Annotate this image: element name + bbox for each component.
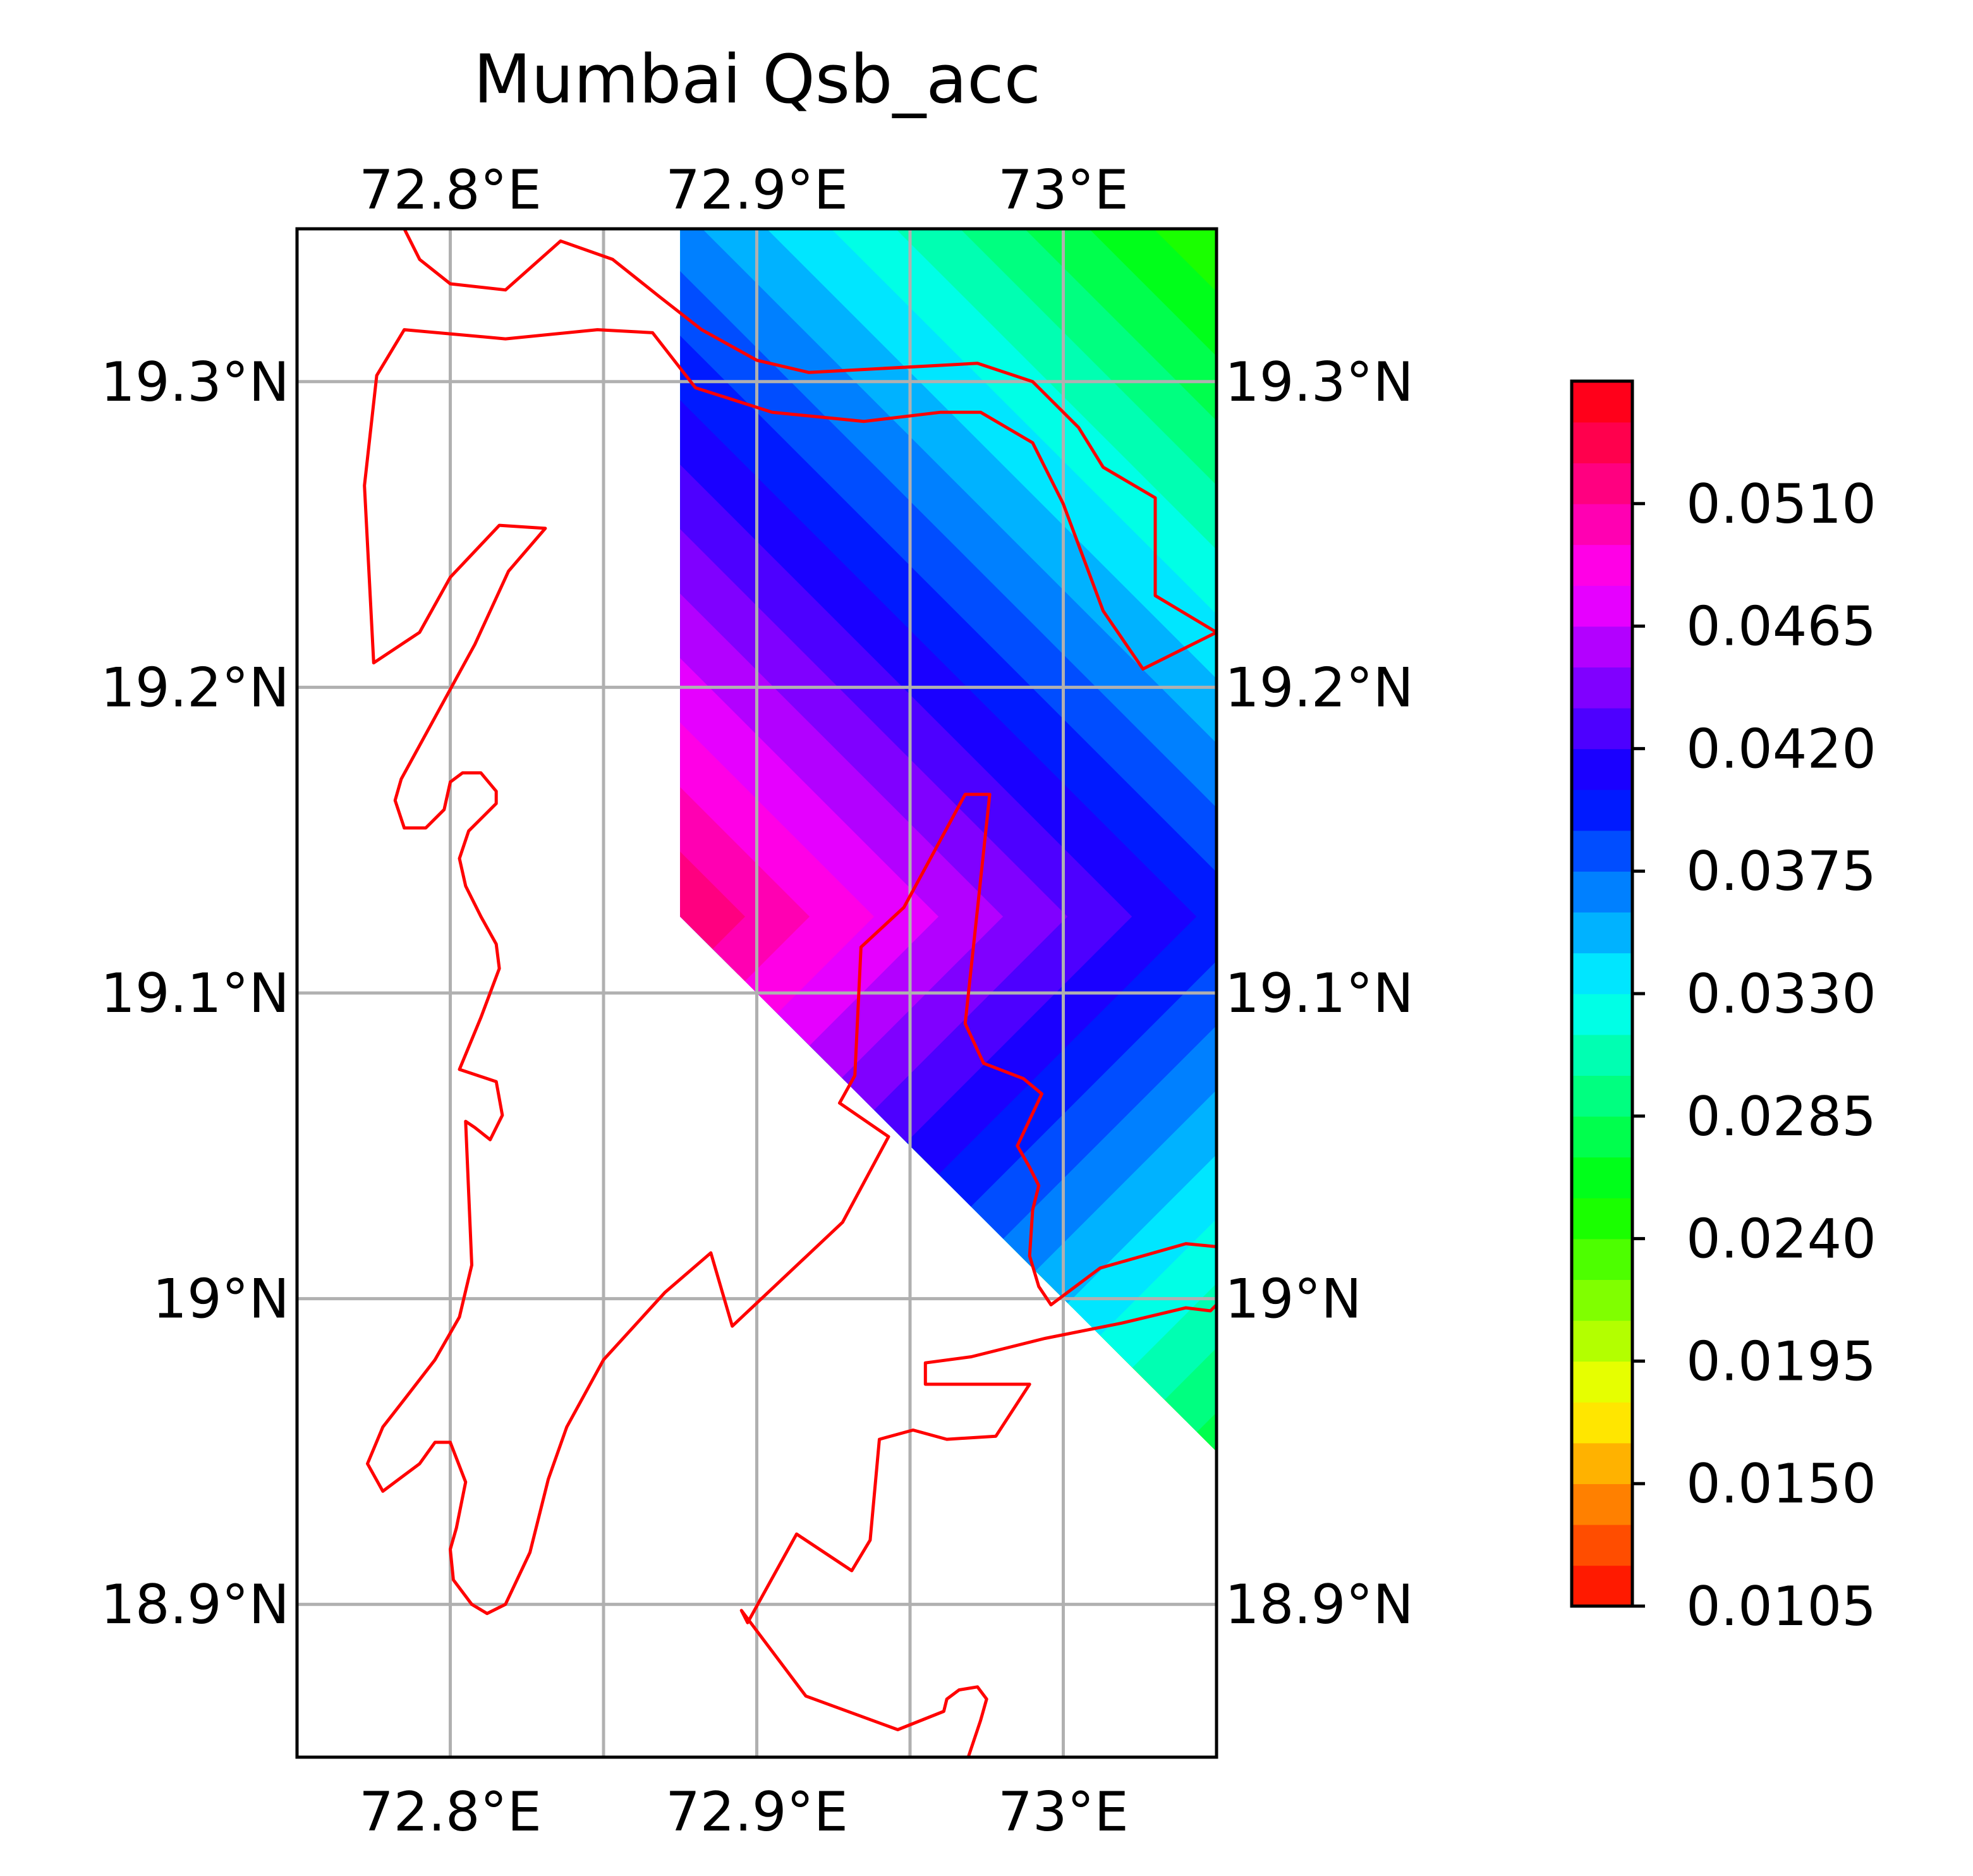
colorbar-band bbox=[1572, 1157, 1632, 1198]
colorbar-tick-label: 0.0330 bbox=[1686, 963, 1876, 1026]
lon-labels-top: 72.8°E 72.9°E 73°E bbox=[359, 159, 1129, 222]
lon-label-bottom: 72.8°E bbox=[359, 1781, 542, 1844]
lat-labels-left: 19.3°N 19.2°N 19.1°N 19°N 18.9°N bbox=[100, 351, 289, 1636]
lat-label-left: 18.9°N bbox=[100, 1573, 289, 1636]
colorbar-band bbox=[1572, 1034, 1632, 1076]
colorbar-band bbox=[1572, 1279, 1632, 1321]
lat-label-right: 19.3°N bbox=[1225, 351, 1414, 414]
colorbar-tick-label: 0.0375 bbox=[1686, 840, 1876, 903]
contour-band bbox=[680, 229, 1217, 1452]
colorbar-band bbox=[1572, 789, 1632, 831]
colorbar-tick-label: 0.0420 bbox=[1686, 717, 1876, 781]
colorbar-band bbox=[1572, 911, 1632, 954]
lat-label-left: 19.1°N bbox=[100, 962, 289, 1025]
colorbar-tick-label: 0.0150 bbox=[1686, 1453, 1876, 1516]
contour-band bbox=[680, 465, 1132, 1369]
colorbar-band bbox=[1572, 626, 1632, 667]
colorbar-band bbox=[1572, 1238, 1632, 1280]
contour-band bbox=[680, 229, 1217, 1452]
colorbar-band bbox=[1572, 1116, 1632, 1158]
colorbar-band bbox=[1572, 503, 1632, 545]
colorbar: 0.0105 0.0150 0.0195 0.0240 0.0285 0.0330 0.03… bbox=[1570, 379, 1876, 1638]
colorbar-band bbox=[1572, 1361, 1632, 1403]
lon-label-bottom: 72.9°E bbox=[665, 1781, 848, 1844]
lat-label-right: 18.9°N bbox=[1225, 1573, 1414, 1636]
contour-band bbox=[680, 400, 1197, 1434]
contour-band bbox=[680, 229, 1217, 1452]
colorbar-bands bbox=[1572, 381, 1632, 1607]
colorbar-band bbox=[1572, 1402, 1632, 1444]
colorbar-band bbox=[1572, 1320, 1632, 1362]
colorbar-band bbox=[1572, 953, 1632, 994]
coastline bbox=[363, 229, 1217, 1757]
colorbar-band bbox=[1572, 585, 1632, 627]
colorbar-band bbox=[1572, 1524, 1632, 1566]
colorbar-tick-label: 0.0510 bbox=[1686, 473, 1876, 536]
lat-label-left: 19°N bbox=[152, 1268, 289, 1331]
colorbar-band bbox=[1572, 667, 1632, 709]
coastline-path bbox=[739, 1303, 1217, 1757]
colorbar-tick-label: 0.0285 bbox=[1686, 1085, 1876, 1148]
lon-label-bottom: 73°E bbox=[998, 1781, 1129, 1844]
colorbar-tick-label: 0.0465 bbox=[1686, 595, 1876, 659]
colorbar-band bbox=[1572, 1075, 1632, 1117]
map-frame bbox=[295, 227, 1218, 1759]
colorbar-band bbox=[1572, 422, 1632, 463]
contour-band bbox=[680, 529, 1068, 1305]
colorbar-band bbox=[1572, 381, 1632, 423]
colorbar-band bbox=[1572, 830, 1632, 872]
colorbar-tick-label: 0.0240 bbox=[1686, 1208, 1876, 1271]
lon-label-top: 72.8°E bbox=[359, 159, 542, 222]
colorbar-band bbox=[1572, 994, 1632, 1035]
colorbar-band bbox=[1572, 707, 1632, 750]
lat-label-right: 19.1°N bbox=[1225, 962, 1414, 1025]
colorbar-band bbox=[1572, 1565, 1632, 1607]
colorbar-band bbox=[1572, 748, 1632, 790]
figure-title: Mumbai Qsb_acc bbox=[473, 40, 1041, 118]
lat-label-right: 19.2°N bbox=[1225, 656, 1414, 719]
lon-label-top: 72.9°E bbox=[665, 159, 848, 222]
lat-label-right: 19°N bbox=[1225, 1268, 1362, 1331]
colorbar-tick-label: 0.0105 bbox=[1686, 1575, 1876, 1638]
colorbar-band bbox=[1572, 1483, 1632, 1525]
lat-label-left: 19.3°N bbox=[100, 351, 289, 414]
colorbar-tick-label: 0.0195 bbox=[1686, 1330, 1876, 1393]
colorbar-band bbox=[1572, 1442, 1632, 1484]
colorbar-band bbox=[1572, 1198, 1632, 1240]
colorbar-band bbox=[1572, 871, 1632, 913]
lon-label-top: 73°E bbox=[998, 159, 1129, 222]
lat-label-left: 19.2°N bbox=[100, 656, 289, 719]
lon-labels-bottom: 72.8°E 72.9°E 73°E bbox=[359, 1781, 1129, 1844]
coastline-path bbox=[363, 229, 1217, 1616]
graticule bbox=[297, 229, 1217, 1757]
colorbar-ticks: 0.0105 0.0150 0.0195 0.0240 0.0285 0.0330 0.03… bbox=[1632, 473, 1876, 1638]
colorbar-band bbox=[1572, 463, 1632, 504]
colorbar-band bbox=[1572, 544, 1632, 586]
lat-labels-right: 19.3°N 19.2°N 19.1°N 19°N 18.9°N bbox=[1225, 351, 1414, 1636]
